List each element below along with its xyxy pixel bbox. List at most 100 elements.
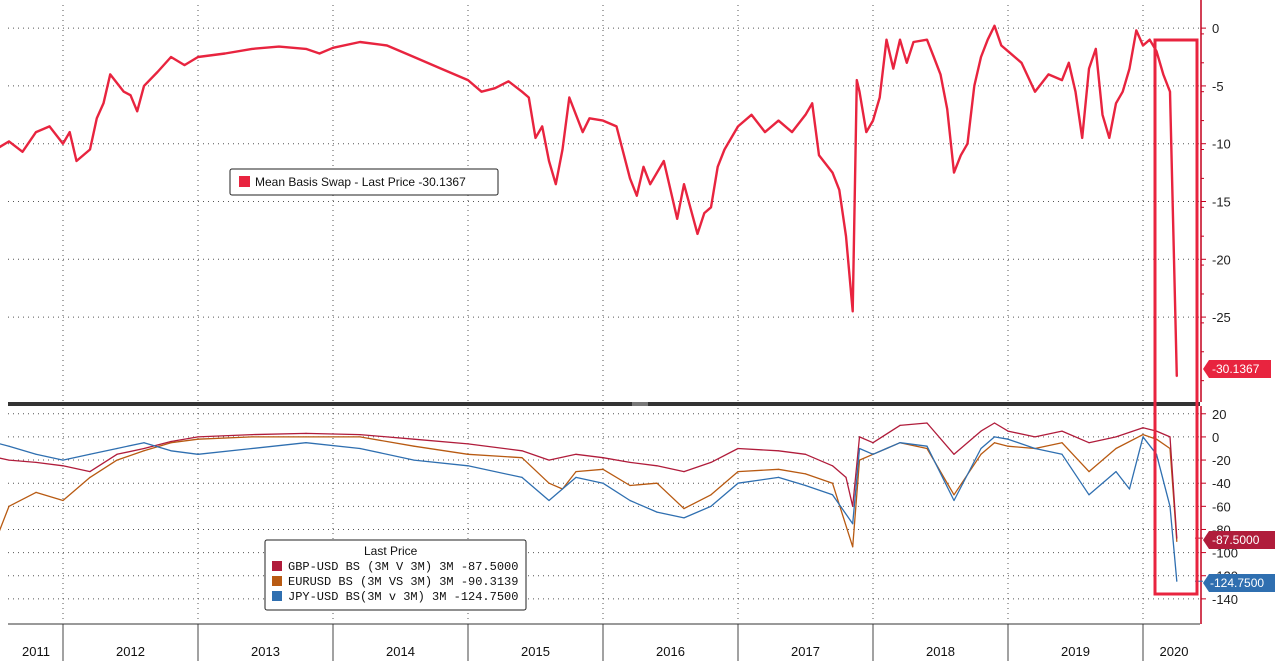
series-eurusd-point bbox=[852, 546, 854, 548]
series-eurusd-point bbox=[804, 473, 807, 475]
series-mean-basis-swap-point bbox=[170, 56, 172, 58]
series-mean-basis-swap-point bbox=[723, 148, 726, 151]
series-mean-basis-swap-point bbox=[251, 48, 253, 50]
series-mean-basis-swap-point bbox=[1095, 48, 1097, 50]
series-eurusd-point bbox=[116, 459, 118, 461]
series-mean-basis-swap-point bbox=[926, 39, 928, 41]
series-mean-basis-swap-point bbox=[467, 79, 469, 81]
series-mean-basis-swap-point bbox=[1034, 91, 1036, 93]
series-mean-basis-swap-point bbox=[89, 148, 91, 151]
series-mean-basis-swap-point bbox=[953, 172, 955, 174]
series-mean-basis-swap-point bbox=[764, 131, 766, 133]
series-mean-basis-swap-point bbox=[649, 183, 651, 185]
top-y-tick-label: -15 bbox=[1212, 195, 1231, 210]
bottom-y-tick-label: -20 bbox=[1212, 453, 1231, 468]
series-mean-basis-swap-point bbox=[102, 102, 105, 104]
series-eurusd-point bbox=[993, 442, 996, 444]
x-tick-label-year: 2013 bbox=[251, 644, 280, 659]
series-jpyusd-point bbox=[1142, 436, 1144, 438]
series-gbpusd-point bbox=[1142, 427, 1144, 429]
series-eurusd-point bbox=[629, 484, 631, 487]
series-mean-basis-swap-point bbox=[555, 183, 557, 185]
legend-swatch-jpy bbox=[272, 591, 282, 601]
grid-layer bbox=[8, 5, 1200, 661]
series-gbpusd-point bbox=[359, 434, 361, 436]
series-mean-basis-swap-point bbox=[1020, 62, 1023, 64]
series-gbpusd-point bbox=[1034, 436, 1036, 438]
axis-layer: 2011 2012 2013 2014 2015 2016 2017 2018 2019 2020… bbox=[8, 0, 1238, 659]
gbp-badge-label: -87.5000 bbox=[1212, 533, 1260, 547]
series-mean-basis-swap-point bbox=[636, 195, 638, 197]
top-legend: Mean Basis Swap - Last Price -30.1367 bbox=[229, 168, 499, 196]
series-gbpusd-point bbox=[575, 453, 577, 455]
series-mean-basis-swap-point bbox=[1061, 79, 1063, 81]
series-jpyusd-point bbox=[35, 453, 37, 455]
series-eurusd-point bbox=[1088, 471, 1090, 473]
jpy-badge-shape bbox=[1203, 574, 1275, 592]
series-jpyusd-point bbox=[737, 482, 739, 484]
legend-entry-jpy: JPY-USD BS(3M v 3M) 3M -124.7500 bbox=[288, 590, 518, 604]
series-mean-basis-swap-point bbox=[615, 125, 618, 127]
series-mean-basis-swap-point bbox=[561, 148, 564, 151]
series-gbpusd-point bbox=[170, 440, 172, 443]
series-eurusd-point bbox=[467, 453, 469, 455]
series-gbpusd-point bbox=[251, 434, 253, 436]
series-mean-basis-swap-point bbox=[507, 80, 510, 82]
series-jpyusd-point bbox=[872, 453, 874, 455]
series-jpyusd-point bbox=[980, 447, 982, 450]
series-mean-basis-swap-point bbox=[278, 46, 280, 48]
top-last-price-badge: -30.1367 bbox=[1203, 360, 1271, 378]
series-eurusd-point bbox=[980, 453, 982, 455]
series-mean-basis-swap-point bbox=[1081, 137, 1083, 139]
series-mean-basis-swap-point bbox=[696, 233, 699, 235]
series-eurusd-point bbox=[1176, 540, 1178, 543]
series-mean-basis-swap-point bbox=[865, 131, 867, 133]
series-gbpusd-point bbox=[521, 450, 523, 452]
panel-separator[interactable] bbox=[8, 402, 1200, 406]
series-gbpusd-point bbox=[413, 438, 415, 440]
series-jpyusd-point bbox=[858, 447, 861, 450]
series-gbpusd-point bbox=[548, 459, 550, 461]
series-mean-basis-swap-point bbox=[318, 52, 321, 55]
top-panel-series bbox=[0, 24, 1178, 378]
x-tick-label-year: 2017 bbox=[791, 644, 820, 659]
series-jpyusd-point bbox=[197, 453, 199, 455]
highlight-box bbox=[1153, 38, 1199, 596]
series-mean-basis-swap-point bbox=[960, 154, 962, 156]
series-gbpusd-point bbox=[710, 461, 712, 463]
series-eurusd-point bbox=[359, 436, 361, 438]
series-mean-basis-swap-point bbox=[818, 154, 820, 156]
series-mean-basis-swap-point bbox=[663, 160, 665, 162]
series-eurusd-point bbox=[953, 494, 955, 496]
top-y-tick-label: -25 bbox=[1212, 310, 1231, 325]
series-gbpusd-point bbox=[804, 453, 807, 455]
x-tick-label-year: 2011 bbox=[22, 644, 50, 659]
series-mean-basis-swap-point bbox=[966, 143, 969, 145]
x-tick-label-year: 2018 bbox=[926, 644, 955, 659]
panel-separator-grip[interactable] bbox=[632, 402, 648, 406]
series-mean-basis-swap-point bbox=[750, 114, 753, 116]
series-gbpusd-point bbox=[62, 465, 64, 467]
gbp-badge-shape bbox=[1203, 531, 1275, 549]
series-eurusd-point bbox=[656, 482, 658, 484]
series-jpyusd-point bbox=[8, 445, 10, 447]
series-eurusd-point bbox=[858, 459, 861, 461]
series-eurusd-point bbox=[170, 442, 172, 444]
series-gbpusd-point bbox=[852, 505, 854, 507]
series-jpyusd-point bbox=[89, 453, 91, 455]
series-jpyusd-point bbox=[1128, 488, 1131, 490]
series-eurusd-point bbox=[1142, 434, 1144, 436]
series-gbpusd-point bbox=[683, 471, 685, 473]
series-gbpusd-point bbox=[993, 422, 996, 424]
x-tick-label-year: 2020 bbox=[1160, 644, 1189, 659]
series-jpyusd-point bbox=[359, 447, 361, 450]
series-jpyusd-point bbox=[683, 517, 685, 519]
jpy-badge-label: -124.7500 bbox=[1210, 576, 1264, 590]
series-mean-basis-swap-point bbox=[642, 166, 645, 168]
series-mean-basis-swap-point bbox=[885, 39, 888, 41]
series-gbpusd-point bbox=[1061, 430, 1063, 432]
series-eurusd-point bbox=[413, 445, 415, 447]
series-eurusd-point bbox=[143, 450, 145, 452]
bottom-last-price-badge-jpy: -124.7500 bbox=[1203, 574, 1275, 592]
series-mean-basis-swap-point bbox=[906, 62, 908, 64]
